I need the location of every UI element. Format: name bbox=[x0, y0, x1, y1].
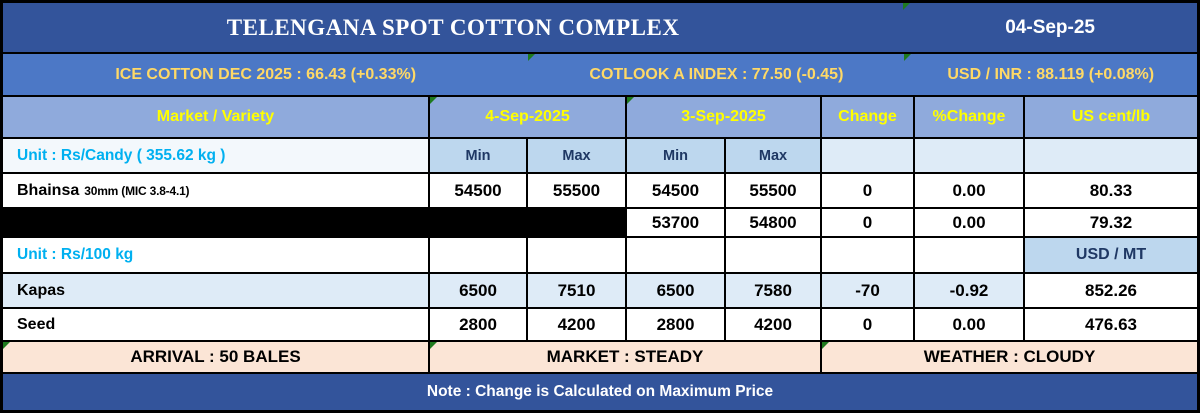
variety-spec: 30mm (MIC 3.8-4.1) bbox=[84, 183, 190, 198]
redacted-d2-min: 53700 bbox=[627, 209, 724, 236]
empty-cell bbox=[822, 238, 913, 272]
day2-min-header: Min bbox=[627, 139, 724, 172]
unit-100kg-label: Unit : Rs/100 kg bbox=[17, 246, 134, 263]
day2-max-header: Max bbox=[726, 139, 820, 172]
seed-d2-max: 4200 bbox=[726, 309, 820, 340]
title-bar: TELENGANA SPOT COTTON COMPLEX 04-Sep-25 bbox=[3, 3, 1197, 52]
bhainsa-d1-min: 54500 bbox=[430, 174, 526, 207]
bhainsa-d1-max: 55500 bbox=[528, 174, 625, 207]
kapas-pct-change: -0.92 bbox=[915, 274, 1023, 307]
market-status-cell: MARKET : STEADY bbox=[430, 342, 820, 372]
day1-min-header: Min bbox=[430, 139, 526, 172]
seed-pct-change: 0.00 bbox=[915, 309, 1023, 340]
day1-max-header: Max bbox=[528, 139, 625, 172]
column-header-day1: 4-Sep-2025 bbox=[430, 97, 625, 137]
price-table: Market / Variety 4-Sep-2025 3-Sep-2025 C… bbox=[3, 97, 1197, 340]
usd-inr-quote: USD / INR : 88.119 (+0.08%) bbox=[947, 65, 1155, 83]
row-bhainsa-name: Bhainsa 30mm (MIC 3.8-4.1) bbox=[3, 174, 428, 207]
empty-cell bbox=[430, 238, 526, 272]
kapas-usd-mt: 852.26 bbox=[1025, 274, 1197, 307]
market-status-text: MARKET : STEADY bbox=[546, 347, 704, 366]
kapas-d1-min: 6500 bbox=[430, 274, 526, 307]
empty-cell bbox=[726, 238, 820, 272]
column-header-change: Change bbox=[822, 97, 913, 137]
row-seed-name: Seed bbox=[3, 309, 428, 340]
unit-candy-label-cell: Unit : Rs/Candy ( 355.62 kg ) bbox=[3, 139, 428, 172]
usd-mt-header: USD / MT bbox=[1025, 238, 1197, 272]
cotlook-quote: COTLOOK A INDEX : 77.50 (-0.45) bbox=[589, 65, 844, 83]
kapas-change: -70 bbox=[822, 274, 913, 307]
error-flag-icon bbox=[430, 97, 437, 104]
kapas-d2-min: 6500 bbox=[627, 274, 724, 307]
seed-change: 0 bbox=[822, 309, 913, 340]
error-flag-icon bbox=[3, 342, 10, 349]
error-flag-icon bbox=[822, 342, 829, 349]
kapas-d2-max: 7580 bbox=[726, 274, 820, 307]
empty-cell bbox=[915, 139, 1023, 172]
empty-cell bbox=[915, 238, 1023, 272]
empty-cell bbox=[822, 139, 913, 172]
redacted-cell bbox=[3, 209, 625, 236]
arrival-text: ARRIVAL : 50 BALES bbox=[130, 347, 301, 366]
ice-cotton-ticker: ICE COTTON DEC 2025 : 66.43 (+0.33%) bbox=[3, 54, 528, 95]
bhainsa-change: 0 bbox=[822, 174, 913, 207]
weather-text: WEATHER : CLOUDY bbox=[923, 347, 1096, 366]
seed-d1-min: 2800 bbox=[430, 309, 526, 340]
variety-name: Kapas bbox=[17, 281, 66, 299]
error-flag-icon bbox=[903, 3, 911, 10]
cotlook-ticker: COTLOOK A INDEX : 77.50 (-0.45) bbox=[528, 54, 904, 95]
error-flag-icon bbox=[430, 342, 437, 349]
day2-label: 3-Sep-2025 bbox=[681, 108, 766, 125]
redacted-change: 0 bbox=[822, 209, 913, 236]
unit-100kg-label-cell: Unit : Rs/100 kg bbox=[3, 238, 428, 272]
empty-cell bbox=[1025, 139, 1197, 172]
redacted-us-cent: 79.32 bbox=[1025, 209, 1197, 236]
empty-cell bbox=[627, 238, 724, 272]
seed-d1-max: 4200 bbox=[528, 309, 625, 340]
unit-candy-label: Unit : Rs/Candy ( 355.62 kg ) bbox=[17, 146, 226, 164]
bhainsa-us-cent: 80.33 bbox=[1025, 174, 1197, 207]
bhainsa-d2-max: 55500 bbox=[726, 174, 820, 207]
report-date: 04-Sep-25 bbox=[1005, 16, 1096, 38]
column-header-us-cent: US cent/lb bbox=[1025, 97, 1197, 137]
redacted-pct-change: 0.00 bbox=[915, 209, 1023, 236]
day1-label: 4-Sep-2025 bbox=[485, 108, 570, 125]
page-title: TELENGANA SPOT COTTON COMPLEX bbox=[226, 14, 680, 40]
seed-usd-mt: 476.63 bbox=[1025, 309, 1197, 340]
redacted-d2-max: 54800 bbox=[726, 209, 820, 236]
empty-cell bbox=[528, 238, 625, 272]
row-kapas-name: Kapas bbox=[3, 274, 428, 307]
footer-note: Note : Change is Calculated on Maximum P… bbox=[426, 383, 774, 400]
kapas-d1-max: 7510 bbox=[528, 274, 625, 307]
column-header-pct-change: %Change bbox=[915, 97, 1023, 137]
column-header-day2: 3-Sep-2025 bbox=[627, 97, 820, 137]
bhainsa-d2-min: 54500 bbox=[627, 174, 724, 207]
column-header-market-variety: Market / Variety bbox=[3, 97, 428, 137]
error-flag-icon bbox=[627, 97, 634, 104]
variety-name: Bhainsa bbox=[17, 181, 80, 199]
usd-inr-ticker: USD / INR : 88.119 (+0.08%) bbox=[904, 54, 1197, 95]
seed-d2-min: 2800 bbox=[627, 309, 724, 340]
weather-cell: WEATHER : CLOUDY bbox=[822, 342, 1197, 372]
error-flag-icon bbox=[528, 54, 536, 61]
error-flag-icon bbox=[904, 54, 912, 61]
footer-note-bar: Note : Change is Calculated on Maximum P… bbox=[3, 374, 1197, 410]
arrival-cell: ARRIVAL : 50 BALES bbox=[3, 342, 428, 372]
bhainsa-pct-change: 0.00 bbox=[915, 174, 1023, 207]
summary-strip: ARRIVAL : 50 BALES MARKET : STEADY WEATH… bbox=[3, 342, 1197, 372]
report-date-cell: 04-Sep-25 bbox=[903, 3, 1197, 52]
variety-name: Seed bbox=[17, 315, 56, 333]
market-ticker-bar: ICE COTTON DEC 2025 : 66.43 (+0.33%) COT… bbox=[3, 54, 1197, 95]
report-title-cell: TELENGANA SPOT COTTON COMPLEX bbox=[3, 3, 903, 52]
ice-cotton-quote: ICE COTTON DEC 2025 : 66.43 (+0.33%) bbox=[115, 65, 417, 83]
